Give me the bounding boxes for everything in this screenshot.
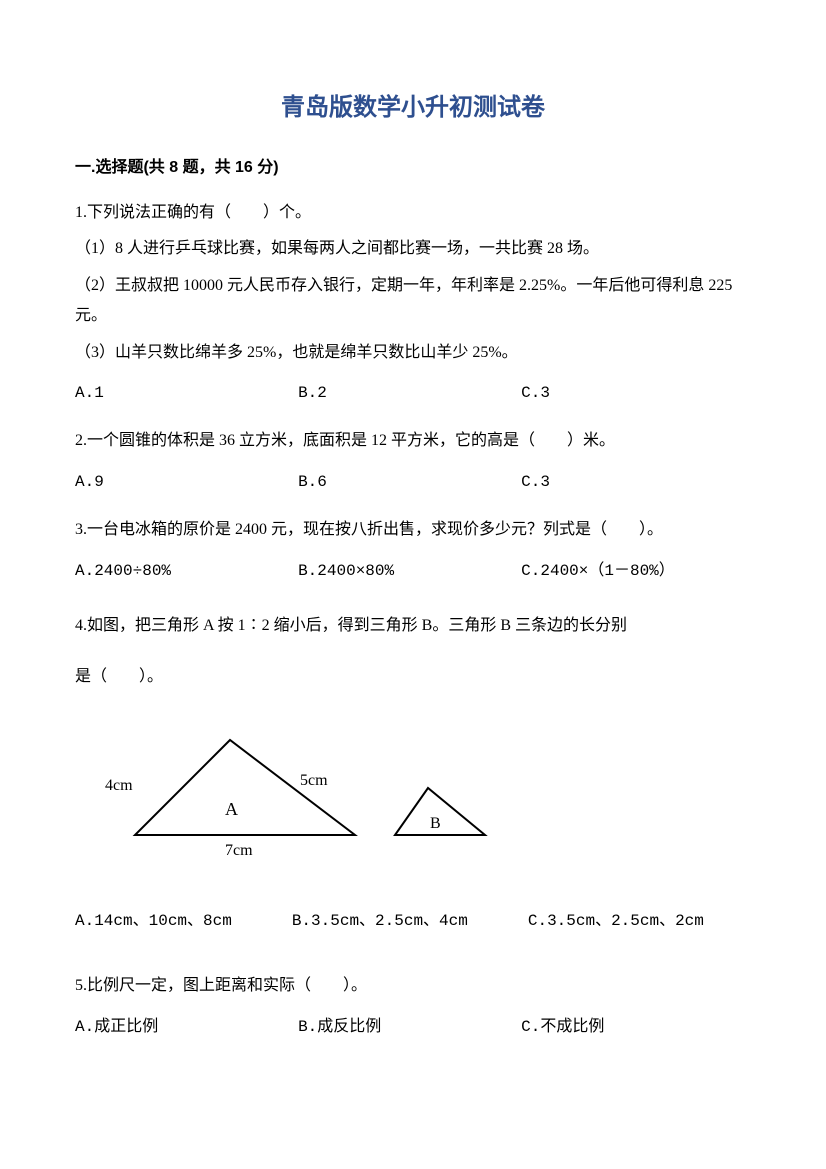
q3-option-b: B.2400×80% <box>298 556 521 586</box>
q4-option-a: A.14cm、10cm、8cm <box>75 906 232 936</box>
q3-options: A.2400÷80% B.2400×80% C.2400×（1－80%） <box>75 556 751 586</box>
q3-option-a: A.2400÷80% <box>75 556 298 586</box>
q1-stem: 1.下列说法正确的有（ ）个。 <box>75 198 751 228</box>
q4-stem-line1: 4.如图，把三角形 A 按 1∶2 缩小后，得到三角形 B。三角形 B 三条边的… <box>75 604 751 649</box>
q1-sub3: （3）山羊只数比绵羊多 25%，也就是绵羊只数比山羊少 25%。 <box>75 338 751 368</box>
q2-option-c: C.3 <box>521 467 744 497</box>
page-title: 青岛版数学小升初测试卷 <box>75 90 751 126</box>
q5-option-b: B.成反比例 <box>298 1012 521 1042</box>
q2-options: A.9 B.6 C.3 <box>75 467 751 497</box>
question-2: 2.一个圆锥的体积是 36 立方米，底面积是 12 平方米，它的高是（ ）米。 … <box>75 426 751 497</box>
q4-diagram: 4cm 5cm 7cm A B <box>75 720 751 881</box>
q1-option-b: B.2 <box>298 378 521 408</box>
q5-stem: 5.比例尺一定，图上距离和实际（ ）。 <box>75 971 751 1001</box>
q1-options: A.1 B.2 C.3 <box>75 378 751 408</box>
q2-option-a: A.9 <box>75 467 298 497</box>
question-5: 5.比例尺一定，图上距离和实际（ ）。 A.成正比例 B.成反比例 C.不成比例 <box>75 971 751 1042</box>
question-4: 4.如图，把三角形 A 按 1∶2 缩小后，得到三角形 B。三角形 B 三条边的… <box>75 604 751 936</box>
question-1: 1.下列说法正确的有（ ）个。 （1）8 人进行乒乓球比赛，如果每两人之间都比赛… <box>75 198 751 408</box>
q2-stem: 2.一个圆锥的体积是 36 立方米，底面积是 12 平方米，它的高是（ ）米。 <box>75 426 751 456</box>
triangle-a-label: A <box>225 799 238 819</box>
q1-sub1: （1）8 人进行乒乓球比赛，如果每两人之间都比赛一场，一共比赛 28 场。 <box>75 234 751 264</box>
triangle-a-side-left: 4cm <box>105 777 133 794</box>
q4-option-b: B.3.5cm、2.5cm、4cm <box>292 906 468 936</box>
q1-sub2: （2）王叔叔把 10000 元人民币存入银行，定期一年，年利率是 2.25%。一… <box>75 271 751 332</box>
q4-option-c: C.3.5cm、2.5cm、2cm <box>528 906 704 936</box>
q5-option-a: A.成正比例 <box>75 1012 298 1042</box>
q2-option-b: B.6 <box>298 467 521 497</box>
q1-option-c: C.3 <box>521 378 744 408</box>
q5-option-c: C.不成比例 <box>521 1012 744 1042</box>
q4-stem-line2: 是（ ）。 <box>75 655 751 700</box>
triangle-a-side-bottom: 7cm <box>225 842 253 859</box>
triangles-diagram: 4cm 5cm 7cm A B <box>75 720 495 870</box>
section-header: 一.选择题(共 8 题，共 16 分) <box>75 156 751 180</box>
triangle-b-label: B <box>430 815 441 832</box>
triangle-a-side-right: 5cm <box>300 772 328 789</box>
q1-option-a: A.1 <box>75 378 298 408</box>
q5-options: A.成正比例 B.成反比例 C.不成比例 <box>75 1012 751 1042</box>
q3-stem: 3.一台电冰箱的原价是 2400 元，现在按八折出售，求现价多少元？列式是（ ）… <box>75 515 751 545</box>
q3-option-c: C.2400×（1－80%） <box>521 556 744 586</box>
q4-options: A.14cm、10cm、8cm B.3.5cm、2.5cm、4cm C.3.5c… <box>75 906 751 936</box>
question-3: 3.一台电冰箱的原价是 2400 元，现在按八折出售，求现价多少元？列式是（ ）… <box>75 515 751 586</box>
